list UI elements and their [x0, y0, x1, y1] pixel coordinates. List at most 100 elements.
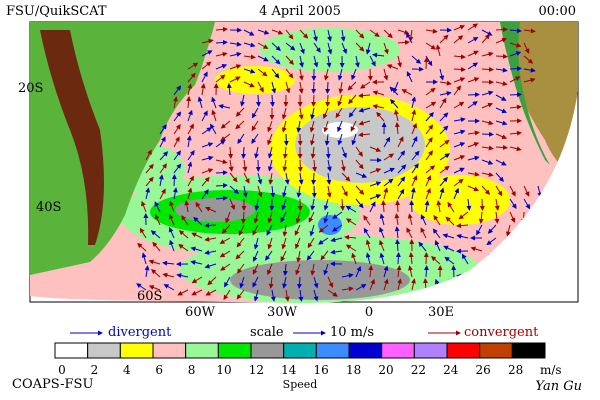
wind-vector: [311, 94, 317, 107]
wind-vector: [311, 172, 317, 185]
wind-vector: [269, 94, 275, 107]
colorbar-swatch: [119, 342, 154, 359]
wind-vector: [215, 195, 228, 201]
wind-vector: [298, 81, 304, 94]
colorbar-tick-label: 0: [58, 363, 66, 377]
wind-vector: [310, 146, 316, 159]
map: [30, 22, 578, 303]
wind-vector: [187, 175, 194, 187]
wind-vector: [299, 29, 309, 39]
wind-vector: [453, 167, 465, 174]
legend-scale: scale: [250, 325, 284, 340]
wind-vector: [312, 159, 318, 172]
wind-vector: [410, 187, 416, 200]
wind-vector: [367, 68, 373, 81]
colorbar-tick-label: 28: [508, 363, 523, 377]
colorbar-tick-label: 10: [216, 363, 231, 377]
wind-vector: [215, 139, 226, 148]
wind-vector: [423, 57, 429, 70]
wind-vector: [211, 109, 217, 122]
wind-vector: [383, 42, 389, 55]
wind-vector: [411, 96, 417, 109]
wind-vector: [173, 85, 182, 96]
wind-vector: [383, 136, 391, 148]
wind-vector: [295, 237, 301, 250]
wind-vector: [358, 93, 371, 99]
wind-vector: [394, 239, 400, 252]
colorbar-swatch: [283, 342, 317, 359]
wind-vector: [411, 109, 417, 122]
wind-vector: [461, 253, 469, 265]
wind-vector: [239, 276, 245, 289]
wind-vector: [257, 172, 263, 185]
wind-vector: [201, 71, 208, 83]
wind-vector: [267, 237, 273, 250]
wind-vector: [255, 94, 261, 107]
wind-vector: [145, 163, 154, 174]
wind-vector: [281, 237, 287, 250]
wind-vector: [309, 224, 315, 237]
wind-vector: [411, 278, 416, 291]
wind-vector: [397, 136, 404, 148]
wind-vector: [466, 198, 472, 211]
wind-vector: [337, 68, 343, 81]
wind-vector: [159, 151, 169, 161]
footer-left: COAPS-FSU: [12, 377, 93, 392]
wind-vector: [298, 289, 304, 302]
wind-vector: [270, 185, 276, 198]
wind-vector: [257, 185, 263, 198]
wind-vector: [420, 214, 427, 226]
wind-vector: [481, 120, 494, 126]
wind-vector: [169, 239, 175, 252]
wind-vector: [396, 265, 402, 278]
wind-vector: [360, 81, 371, 89]
wind-vector: [298, 68, 304, 81]
wind-vector: [145, 187, 151, 200]
wind-vector: [313, 29, 318, 42]
wind-vector: [425, 187, 431, 200]
wind-vector: [326, 55, 332, 68]
wind-vector: [467, 142, 480, 148]
wind-vector: [348, 107, 357, 118]
speed-zone: [230, 260, 410, 300]
wind-vector: [235, 107, 245, 117]
wind-vector: [215, 64, 228, 70]
wind-vector: [481, 66, 494, 72]
wind-vector: [369, 181, 382, 187]
wind-vector: [435, 44, 441, 57]
wind-vector: [205, 206, 217, 213]
wind-vector: [320, 250, 329, 261]
wind-vector: [395, 200, 401, 213]
wind-vector: [431, 256, 441, 265]
wind-vector: [453, 24, 466, 31]
wind-vector: [394, 226, 400, 239]
wind-vector: [215, 26, 228, 32]
wind-vector: [436, 200, 442, 213]
wind-vector: [509, 198, 517, 210]
wind-vector: [397, 55, 403, 68]
wind-vector: [383, 265, 389, 278]
wind-vector: [268, 172, 274, 185]
wind-vector: [355, 265, 362, 278]
wind-vector: [201, 155, 214, 161]
wind-vector: [355, 185, 365, 195]
colorbar-tick-label: 24: [443, 363, 459, 377]
header-center: 4 April 2005: [259, 4, 341, 19]
wind-vector: [523, 67, 536, 73]
wind-vector: [257, 55, 269, 62]
wind-vector: [177, 289, 189, 296]
wind-vector: [439, 153, 451, 161]
wind-vector: [253, 211, 259, 224]
wind-vector: [434, 240, 441, 252]
wind-vector: [481, 159, 494, 165]
wind-vector: [340, 198, 346, 211]
wind-vector: [306, 250, 315, 261]
lon-label: 30W: [267, 305, 298, 320]
wind-vector: [313, 289, 319, 302]
wind-vector: [505, 224, 511, 237]
wind-vector: [394, 213, 400, 226]
wind-vector: [313, 276, 319, 289]
wind-vector: [393, 109, 399, 122]
wind-vector: [425, 175, 432, 187]
